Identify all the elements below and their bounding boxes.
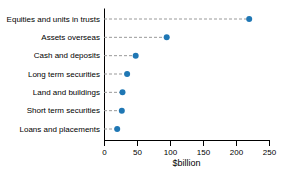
y-tick-label: Long term securities	[28, 70, 100, 79]
y-tick: Equities and units in trusts	[7, 15, 100, 24]
x-tick: 100	[164, 140, 178, 157]
x-tick: 250	[263, 140, 277, 157]
x-tick-label: 250	[263, 148, 277, 157]
dot	[119, 108, 125, 114]
dot	[164, 34, 170, 40]
x-tick-mark	[203, 140, 204, 146]
x-tick-mark	[236, 140, 237, 146]
x-tick-label: 200	[230, 148, 244, 157]
y-tick: Short term securities	[27, 106, 100, 115]
x-tick-mark	[137, 140, 138, 146]
y-tick-label: Land and buildings	[33, 88, 100, 97]
y-tick: Cash and deposits	[34, 51, 100, 60]
x-tick-mark	[269, 140, 270, 146]
stem	[104, 74, 127, 75]
dot	[124, 71, 130, 77]
x-tick: 0	[102, 140, 107, 157]
x-tick-label: 100	[164, 148, 178, 157]
dot	[114, 126, 120, 132]
y-tick: Assets overseas	[41, 33, 100, 42]
x-tick-mark	[170, 140, 171, 146]
y-axis: Loans and placements Short term securitie…	[7, 9, 105, 141]
x-tick-label: 50	[133, 148, 142, 157]
x-tick: 200	[230, 140, 244, 157]
marks	[104, 16, 252, 132]
y-tick: Loans and placements	[20, 125, 101, 134]
y-tick-label: Assets overseas	[41, 33, 100, 42]
dot	[133, 53, 139, 59]
x-tick: 50	[133, 140, 142, 157]
y-tick: Long term securities	[28, 70, 100, 79]
x-axis-line	[105, 140, 270, 141]
dot	[119, 89, 125, 95]
x-axis-title: $billion	[172, 158, 200, 168]
x-axis: 0 50 100 150 200 250	[102, 140, 276, 157]
stem	[104, 37, 167, 38]
x-tick-mark	[104, 140, 105, 146]
x-tick-label: 150	[197, 148, 211, 157]
x-tick-label: 0	[102, 148, 107, 157]
y-tick-label: Equities and units in trusts	[7, 15, 100, 24]
y-tick-label: Loans and placements	[20, 125, 101, 134]
y-tick: Land and buildings	[33, 88, 100, 97]
dot	[246, 16, 252, 22]
x-tick: 150	[197, 140, 211, 157]
stem	[104, 19, 249, 20]
chart: Loans and placements Short term securitie…	[0, 0, 283, 170]
y-tick-label: Cash and deposits	[34, 51, 100, 60]
stem	[104, 55, 136, 56]
y-tick-label: Short term securities	[27, 106, 100, 115]
